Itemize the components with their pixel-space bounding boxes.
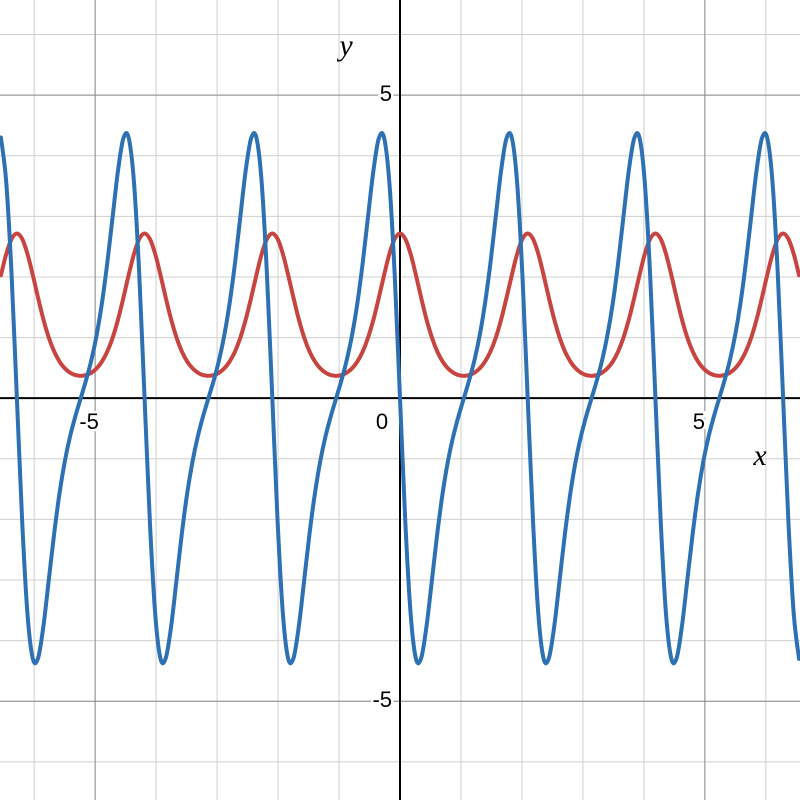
curve xyxy=(0,131,800,666)
x-tick-label: -5 xyxy=(79,409,99,434)
x-tick-label: 5 xyxy=(693,409,705,434)
curve xyxy=(0,231,800,378)
curves xyxy=(0,131,800,666)
labels: x y -5 0 5 -5 5 xyxy=(77,29,767,715)
x-tick-label: 0 xyxy=(376,409,388,434)
y-axis-label: y xyxy=(336,29,353,62)
y-tick-label: 5 xyxy=(380,81,392,106)
y-tick-label: -5 xyxy=(372,687,392,712)
x-axis-label: x xyxy=(752,439,767,472)
